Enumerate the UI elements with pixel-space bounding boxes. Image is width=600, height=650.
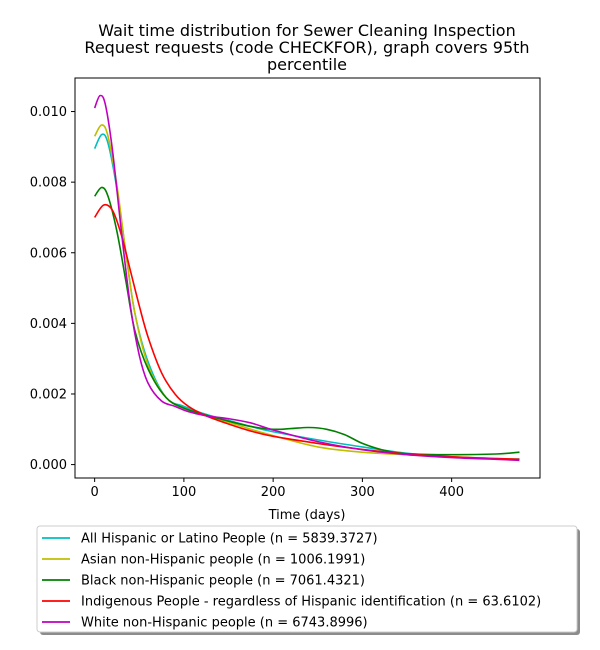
y-tick-label: 0.002 [30, 387, 67, 402]
series-line-2 [93, 186, 520, 456]
series-line-0 [93, 133, 520, 460]
chart-title-line-2: Request requests (code CHECKFOR), graph … [84, 38, 529, 57]
legend-box [36, 525, 578, 633]
plot-frame [74, 77, 541, 479]
y-tick-label: 0.006 [30, 246, 67, 261]
x-tick-label: 0 [90, 485, 98, 500]
x-axis-label: Time (days) [268, 508, 346, 523]
series-line-3 [93, 203, 520, 461]
x-tick-label: 100 [171, 485, 196, 500]
y-tick-label: 0.008 [30, 176, 67, 191]
chart-title-line-3: percentile [267, 55, 347, 74]
y-tick-label: 0.010 [30, 105, 67, 120]
chart-title-line-1: Wait time distribution for Sewer Cleanin… [98, 21, 515, 40]
chart-title: Wait time distribution for Sewer Cleanin… [84, 21, 529, 74]
legend-label-0: All Hispanic or Latino People (n = 5839.… [81, 532, 378, 547]
legend-label-4: White non-Hispanic people (n = 6743.8996… [81, 616, 368, 631]
legend-label-1: Asian non-Hispanic people (n = 1006.1991… [81, 553, 365, 568]
legend: All Hispanic or Latino People (n = 5839.… [36, 525, 580, 635]
plot-area: 0 100 200 300 400 0.000 0.002 0.004 0.006 0.008 0.… [30, 77, 541, 500]
legend-label-2: Black non-Hispanic people (n = 7061.4321… [81, 574, 365, 589]
x-tick-label: 300 [350, 485, 375, 500]
x-tick-label: 200 [261, 485, 286, 500]
y-tick-label: 0.004 [30, 317, 67, 332]
y-tick-label: 0.000 [30, 458, 67, 473]
series-lines [93, 94, 520, 462]
x-tick-label: 400 [439, 485, 464, 500]
series-line-4 [93, 94, 520, 462]
legend-label-3: Indigenous People - regardless of Hispan… [81, 595, 541, 610]
series-line-1 [93, 124, 520, 461]
